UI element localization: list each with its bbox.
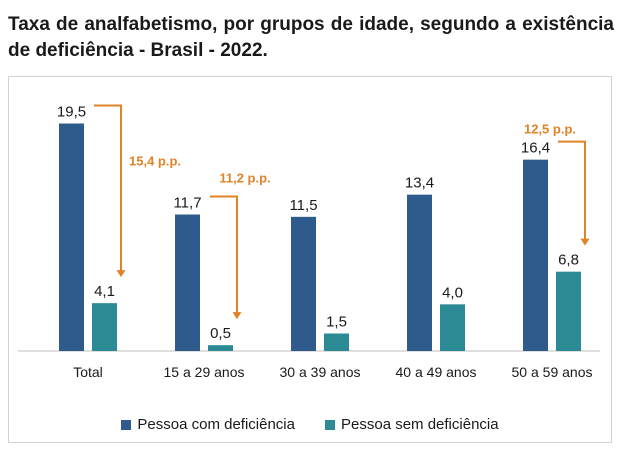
- data-label-sem-40-a-49-anos: 4,0: [442, 284, 463, 301]
- data-label-com-50-a-59-anos: 16,4: [521, 140, 550, 157]
- legend-label-sem: Pessoa sem deficiência: [341, 416, 499, 433]
- data-label-com-15-a-29-anos: 11,7: [173, 195, 201, 212]
- annotation-label-50-a-59-anos: 12,5 p.p.: [524, 122, 576, 137]
- bar-sem-15-a-29-anos: [208, 345, 233, 351]
- data-label-com-30-a-39-anos: 11,5: [289, 197, 317, 214]
- bar-sem-30-a-39-anos: [324, 333, 349, 351]
- annotation-arrowhead-total: [116, 270, 126, 278]
- legend-item-com: Pessoa com deficiência: [121, 416, 295, 433]
- bar-com-30-a-39-anos: [291, 216, 316, 351]
- annotation-label-total: 15,4 p.p.: [129, 154, 181, 169]
- annotation-arrow-15-a-29-anos: [210, 195, 238, 314]
- chart-title: Taxa de analfabetismo, por grupos de ida…: [8, 14, 614, 61]
- bar-sem-40-a-49-anos: [440, 304, 465, 351]
- legend-swatch-com: [121, 419, 132, 430]
- data-label-sem-total: 4,1: [94, 283, 115, 300]
- bar-com-50-a-59-anos: [523, 159, 548, 351]
- legend-label-com: Pessoa com deficiência: [137, 416, 295, 433]
- bar-com-15-a-29-anos: [175, 214, 200, 351]
- x-tick-label-40-a-49-anos: 40 a 49 anos: [396, 364, 477, 380]
- x-tick-label-50-a-59-anos: 50 a 59 anos: [512, 364, 593, 380]
- bar-sem-50-a-59-anos: [556, 271, 581, 351]
- legend-item-sem: Pessoa sem deficiência: [325, 416, 499, 433]
- annotation-label-15-a-29-anos: 11,2 p.p.: [219, 171, 270, 186]
- legend: Pessoa com deficiência Pessoa sem defici…: [0, 416, 620, 433]
- data-label-sem-30-a-39-anos: 1,5: [326, 314, 347, 331]
- chart-frame: [8, 76, 612, 443]
- data-label-sem-50-a-59-anos: 6,8: [558, 252, 579, 269]
- x-tick-label-30-a-39-anos: 30 a 39 anos: [280, 364, 361, 380]
- data-label-com-total: 19,5: [57, 104, 86, 121]
- x-tick-label-total: Total: [73, 364, 103, 380]
- bar-com-40-a-49-anos: [407, 194, 432, 351]
- annotation-arrow-50-a-59-anos: [558, 140, 586, 240]
- annotation-arrowhead-15-a-29-anos: [232, 312, 242, 320]
- annotation-arrowhead-50-a-59-anos: [580, 238, 590, 246]
- bar-com-total: [59, 123, 84, 351]
- bar-sem-total: [92, 303, 117, 351]
- data-label-sem-15-a-29-anos: 0,5: [210, 325, 231, 342]
- x-tick-label-15-a-29-anos: 15 a 29 anos: [164, 364, 245, 380]
- legend-swatch-sem: [325, 419, 335, 430]
- data-label-com-40-a-49-anos: 13,4: [405, 175, 434, 192]
- annotation-arrow-total: [94, 104, 122, 272]
